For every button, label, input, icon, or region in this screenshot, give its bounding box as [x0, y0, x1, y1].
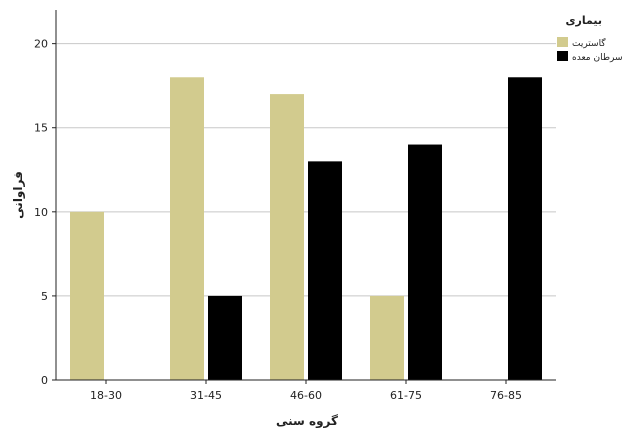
legend-label: گاستریت [572, 37, 606, 49]
axes [55, 10, 556, 381]
bar-gastritis-18-30 [70, 211, 104, 380]
y-tick-labels: 0 5 10 15 20 [34, 38, 56, 387]
x-tick-label: 61-75 [390, 389, 422, 402]
legend-swatch [557, 37, 568, 47]
legend-title: بیماری [565, 14, 602, 27]
x-tick-labels: 18-30 31-45 46-60 61-75 76-85 [90, 380, 522, 402]
bar-gastritis-31-45 [170, 77, 204, 380]
legend-label: سرطان معده [572, 53, 622, 63]
y-tick-label: 5 [41, 290, 48, 303]
y-tick-label: 20 [34, 38, 48, 51]
bar-gastric-cancer-61-75 [408, 144, 442, 380]
gridlines [56, 43, 556, 297]
y-axis-title: فراوانی [11, 171, 26, 219]
legend-items: گاستریت سرطان معده [557, 37, 622, 63]
y-tick-label: 0 [41, 374, 48, 387]
x-tick-label: 18-30 [90, 389, 122, 402]
bar-gastric-cancer-31-45 [208, 295, 242, 380]
y-tick-label: 10 [34, 206, 48, 219]
x-axis-title: گروه سنی [276, 414, 338, 429]
bar-gastric-cancer-46-60 [308, 161, 342, 380]
bar-gastritis-46-60 [270, 94, 304, 380]
y-tick-label: 15 [34, 122, 48, 135]
x-tick-label: 46-60 [290, 389, 322, 402]
x-tick-label: 31-45 [190, 389, 222, 402]
x-tick-label: 76-85 [490, 389, 522, 402]
bar-gastritis-61-75 [370, 295, 404, 380]
legend: بیماری گاستریت سرطان معده [557, 14, 622, 63]
bars [70, 77, 542, 380]
legend-swatch [557, 51, 568, 61]
bar-gastric-cancer-76-85 [508, 77, 542, 380]
